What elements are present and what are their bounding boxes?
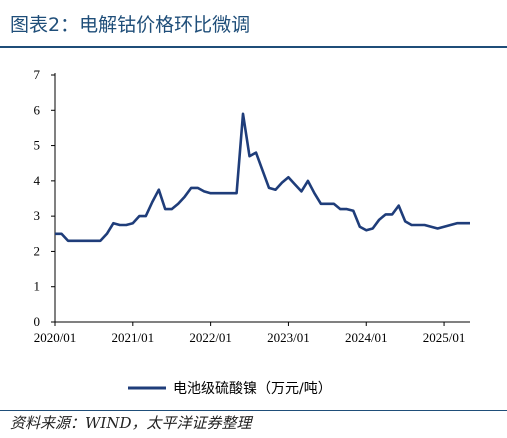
y-tick-label: 6 [34,102,41,117]
chart-axes: 0 1 2 3 4 5 6 7 2020/01 2021/01 2022/01 2023/01 2024… [34,67,470,345]
footer-divider [0,410,507,411]
x-tick-label: 2021/01 [112,330,155,345]
y-tick-label: 1 [34,279,41,294]
source-note: 资料来源：WIND，太平洋证券整理 [10,414,252,432]
chart-title: 图表2：电解钴价格环比微调 [10,14,251,36]
plot-area [55,112,470,243]
x-tick-label: 2024/01 [345,330,388,345]
x-tick-label: 2025/01 [423,330,466,345]
y-tick-label: 5 [34,138,41,153]
y-tick-label: 0 [34,314,41,329]
legend: 电池级硫酸镍（万元/吨） [128,381,332,397]
y-tick-label: 3 [34,208,41,223]
y-tick-label: 4 [34,173,41,188]
y-tick-label: 2 [34,243,41,258]
x-tick-label: 2022/01 [189,330,232,345]
x-tick-label: 2023/01 [267,330,310,345]
legend-label: 电池级硫酸镍（万元/吨） [173,381,332,397]
line-chart: 0 1 2 3 4 5 6 7 2020/01 2021/01 2022/01 2023/01 2024… [34,67,470,397]
series-line [55,112,470,243]
y-tick-label: 7 [34,67,41,82]
x-tick-label: 2020/01 [34,330,77,345]
title-divider [0,46,507,48]
